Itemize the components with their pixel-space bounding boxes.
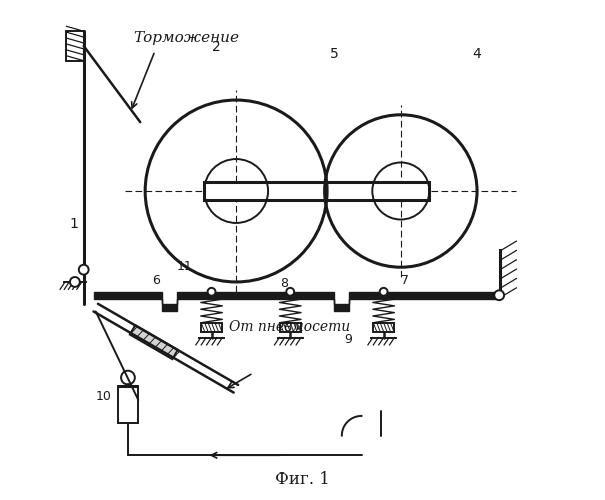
Text: 2: 2 [212,40,220,54]
Text: 1: 1 [69,217,78,231]
Text: 10: 10 [96,390,112,403]
Bar [67,31,83,60]
Bar [201,323,222,332]
Bar [280,323,301,332]
Text: Фиг. 1: Фиг. 1 [275,470,330,488]
Text: Торможение: Торможение [133,31,239,45]
Text: 9: 9 [344,334,352,346]
Bar [117,386,139,424]
Circle shape [208,288,215,296]
Circle shape [380,288,388,296]
Circle shape [70,277,80,287]
Bar [130,325,178,359]
Bar [373,323,394,332]
Circle shape [121,370,135,384]
Text: 5: 5 [330,47,338,61]
Text: 8: 8 [280,277,289,290]
Circle shape [286,288,294,296]
Text: 6: 6 [152,274,160,287]
Text: 7: 7 [401,274,409,287]
Text: 4: 4 [472,47,481,61]
Text: От пневмосети: От пневмосети [229,320,350,334]
Bar [204,182,430,200]
Circle shape [494,290,504,300]
Circle shape [79,264,88,274]
Text: 11: 11 [177,260,193,272]
Polygon shape [94,292,497,312]
